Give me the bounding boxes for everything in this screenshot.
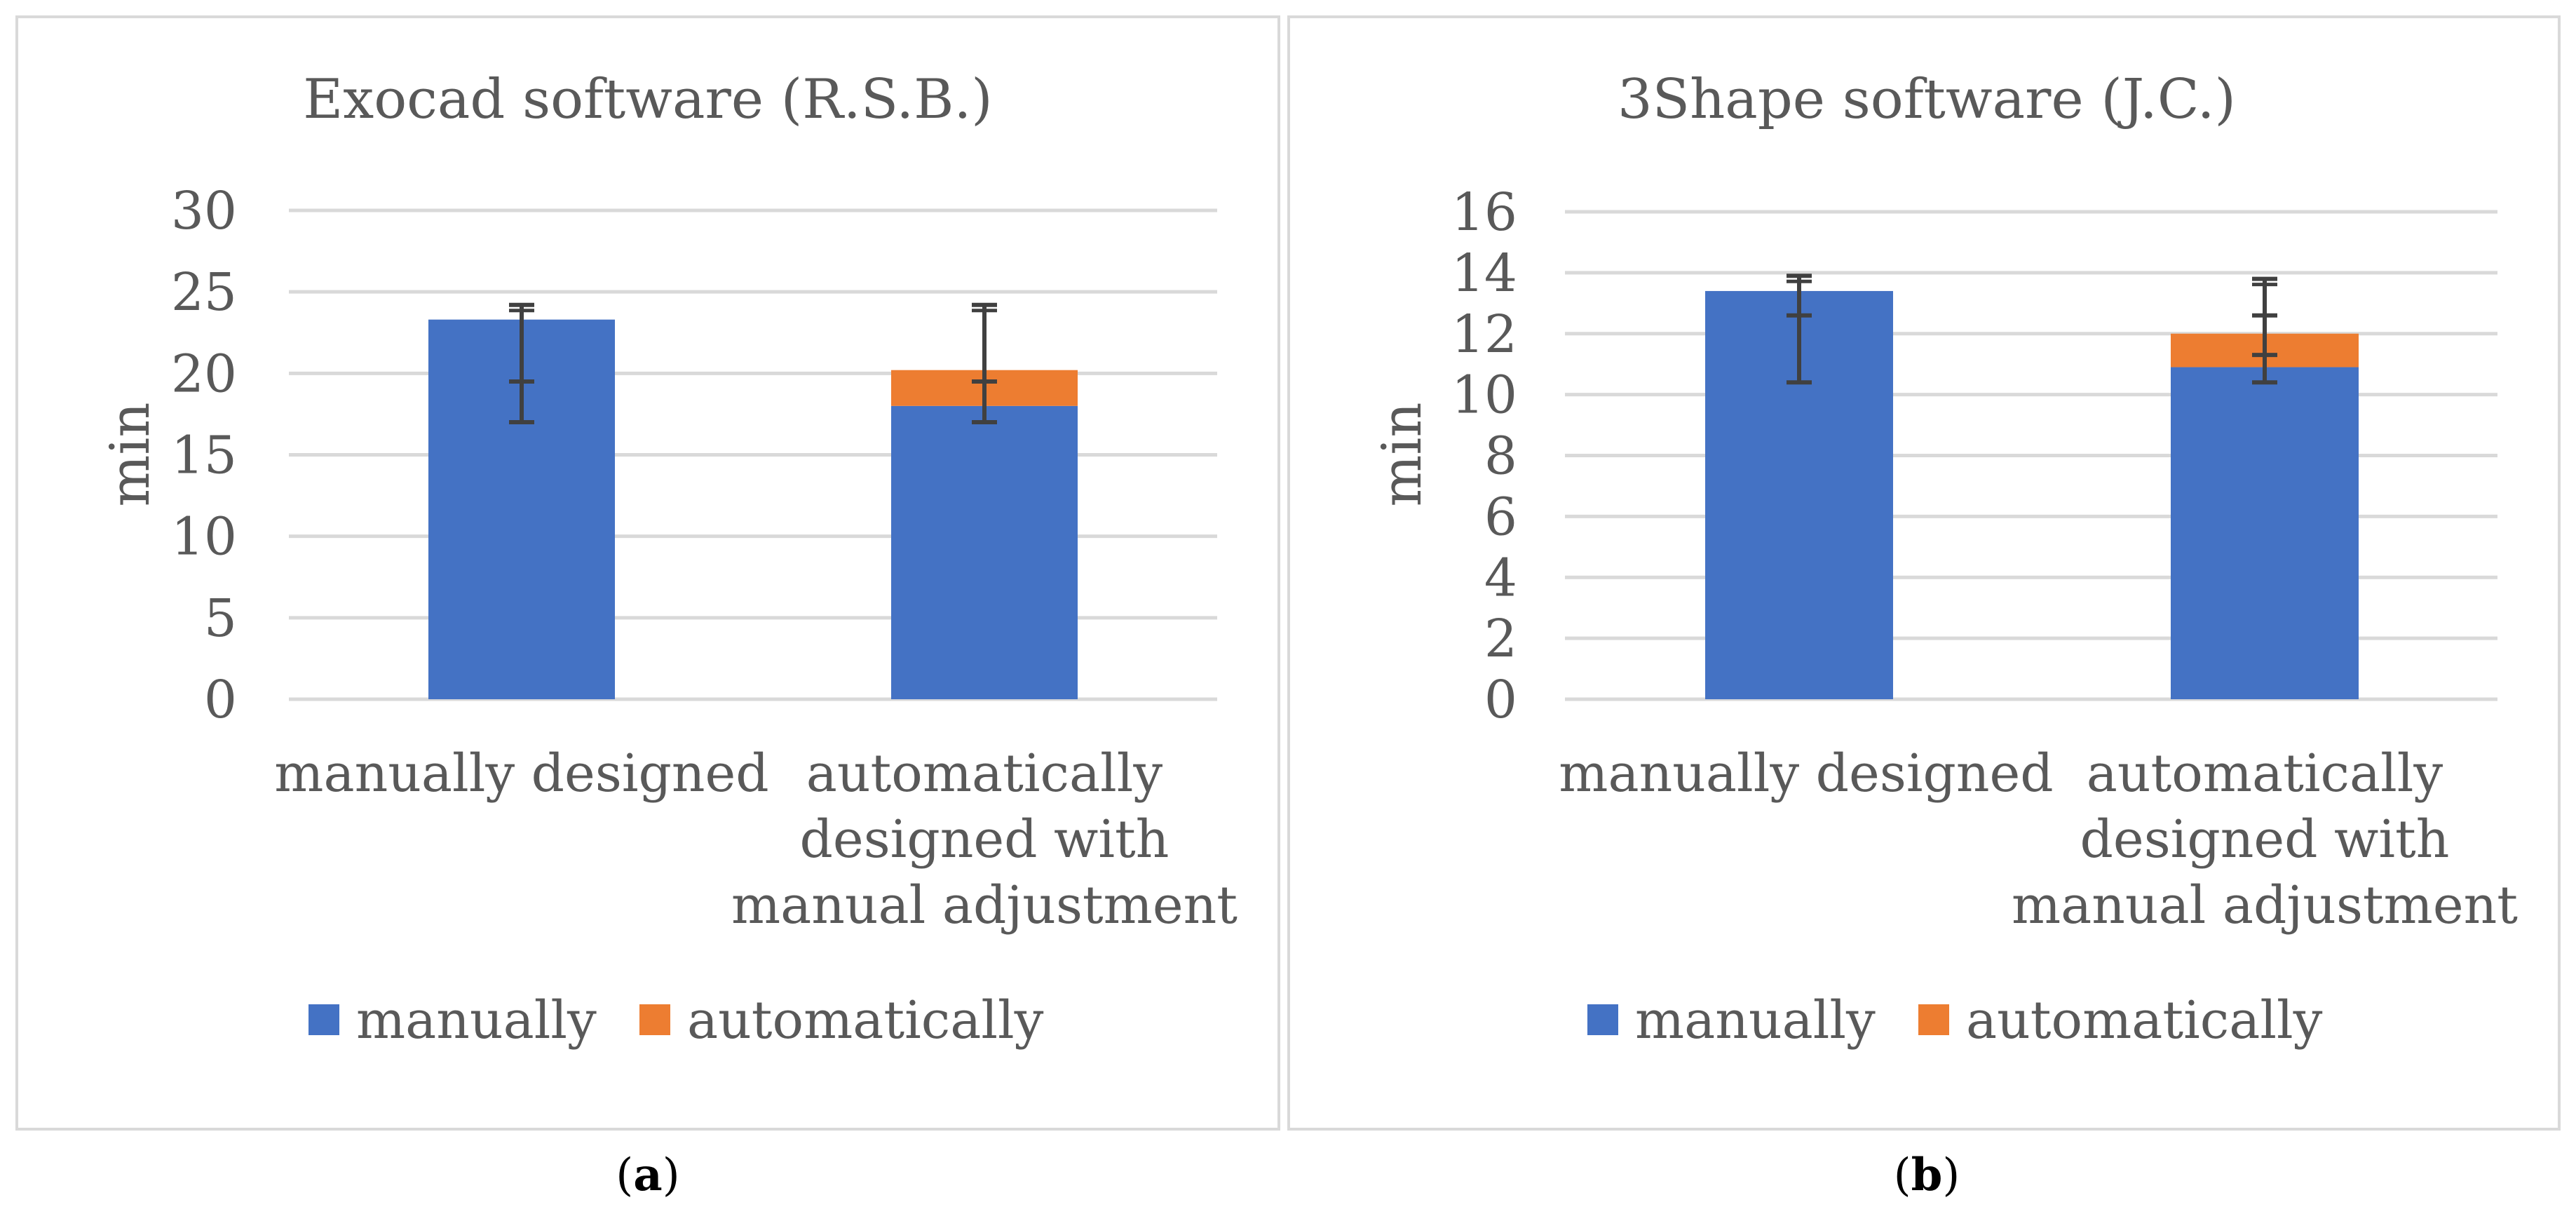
legend-label: manually [356, 990, 597, 1051]
bar-manually [2171, 367, 2359, 699]
y-axis-label: min [1371, 402, 1434, 506]
legend-label: manually [1635, 990, 1876, 1051]
y-tick-label: 14 [1451, 243, 1517, 304]
legend: manually automatically [1587, 990, 2323, 1051]
legend: manually automatically [309, 990, 1044, 1051]
y-tick-label: 20 [171, 344, 237, 404]
y-tick-label: 25 [171, 262, 237, 323]
x-tick-label: manual adjustment [2012, 875, 2518, 936]
legend-swatch [309, 1004, 339, 1035]
y-tick-label: 30 [171, 181, 237, 241]
y-tick-label: 10 [171, 507, 237, 567]
x-tick-label: manually designed [1559, 743, 2053, 804]
error-bars [1787, 274, 2277, 385]
chart-panel-a: Exocad software (R.S.B.) min 0 5 10 15 20 25 3… [15, 15, 1280, 1201]
y-tick-labels: 0 5 10 15 20 25 30 [171, 181, 237, 730]
y-tick-label: 16 [1451, 182, 1517, 243]
legend-swatch [639, 1004, 670, 1035]
bar-manually [891, 405, 1078, 699]
legend-swatch [1587, 1004, 1618, 1035]
y-tick-label: 15 [171, 426, 237, 486]
legend-swatch [1918, 1004, 1949, 1035]
x-tick-label: manual adjustment [731, 875, 1238, 936]
x-tick-label: automatically [806, 743, 1163, 804]
y-tick-label: 6 [1484, 487, 1517, 547]
error-bars [509, 302, 997, 425]
chart-title: 3Shape software (J.C.) [1618, 68, 2236, 131]
y-tick-label: 2 [1484, 609, 1517, 669]
y-tick-label: 8 [1484, 426, 1517, 487]
legend-label: automatically [1966, 990, 2323, 1051]
y-axis-label: min [99, 402, 162, 506]
legend-label: automatically [687, 990, 1044, 1051]
x-tick-label: designed with [800, 809, 1170, 870]
y-tick-label: 0 [1484, 670, 1517, 730]
x-tick-label: manually designed [274, 743, 768, 804]
y-tick-label: 4 [1484, 548, 1517, 608]
y-tick-label: 0 [204, 670, 237, 730]
y-tick-label: 10 [1451, 365, 1517, 426]
x-tick-label: designed with [2080, 809, 2450, 870]
y-tick-label: 12 [1451, 304, 1517, 365]
x-tick-label: automatically [2087, 743, 2443, 804]
chart-panel-b: 3Shape software (J.C.) min 0246810121416… [1287, 15, 2561, 1201]
chart-title: Exocad software (R.S.B.) [303, 68, 992, 131]
panel-label: (a) [616, 1149, 679, 1201]
y-tick-label: 5 [204, 588, 237, 649]
panel-label: (b) [1894, 1149, 1960, 1201]
